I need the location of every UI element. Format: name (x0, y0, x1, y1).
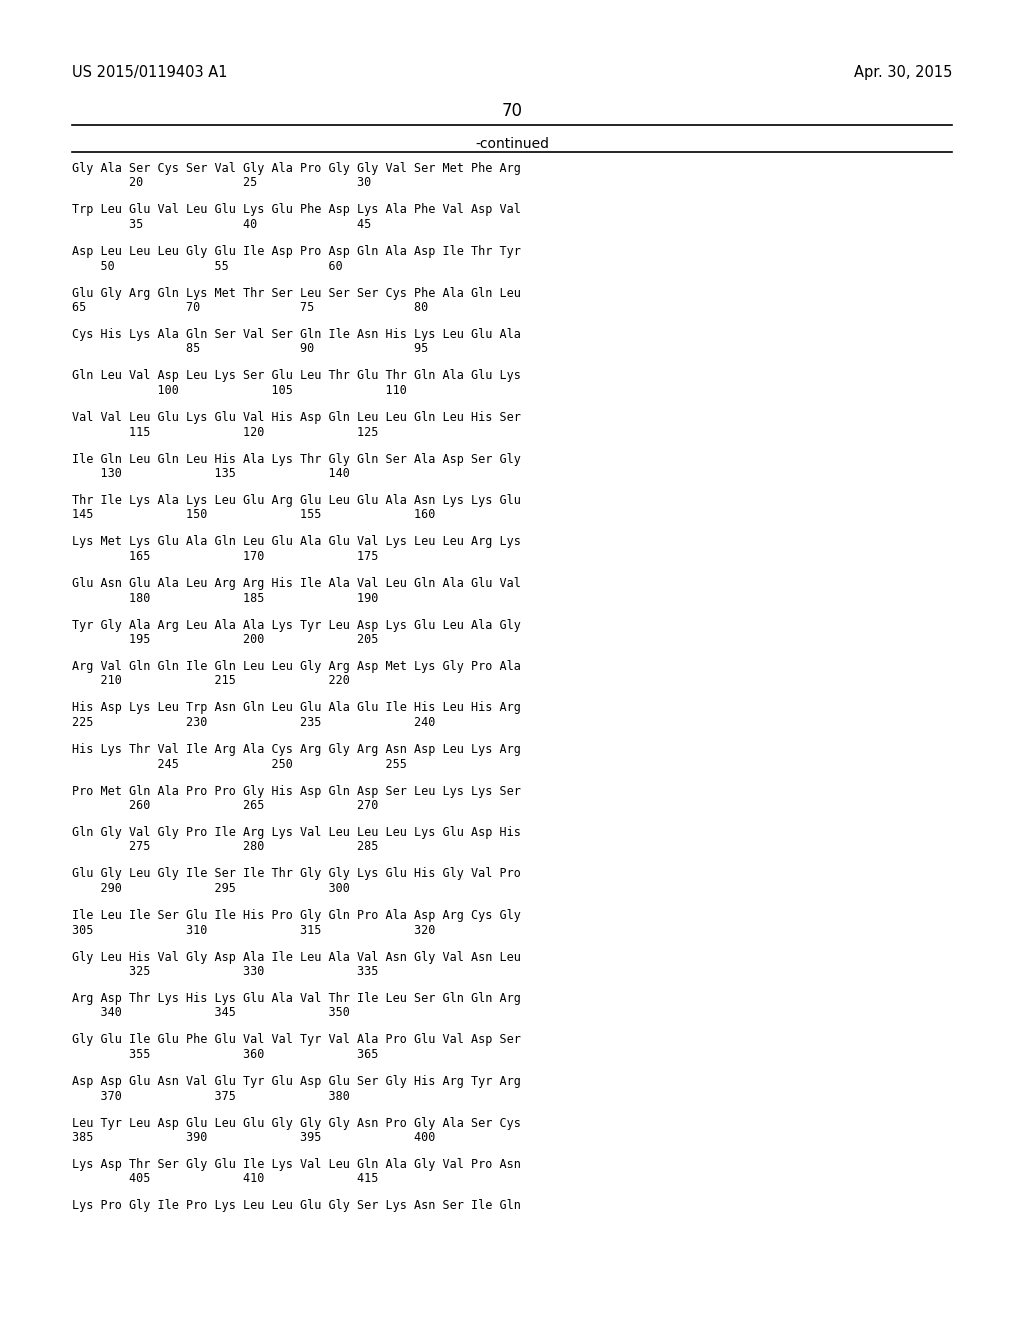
Text: 115             120             125: 115 120 125 (72, 425, 379, 438)
Text: Cys His Lys Ala Gln Ser Val Ser Gln Ile Asn His Lys Leu Glu Ala: Cys His Lys Ala Gln Ser Val Ser Gln Ile … (72, 327, 521, 341)
Text: 35              40              45: 35 40 45 (72, 218, 372, 231)
Text: His Lys Thr Val Ile Arg Ala Cys Arg Gly Arg Asn Asp Leu Lys Arg: His Lys Thr Val Ile Arg Ala Cys Arg Gly … (72, 743, 521, 756)
Text: Apr. 30, 2015: Apr. 30, 2015 (854, 65, 952, 81)
Text: Gln Leu Val Asp Leu Lys Ser Glu Leu Thr Glu Thr Gln Ala Glu Lys: Gln Leu Val Asp Leu Lys Ser Glu Leu Thr … (72, 370, 521, 383)
Text: 210             215             220: 210 215 220 (72, 675, 350, 688)
Text: 305             310             315             320: 305 310 315 320 (72, 924, 435, 936)
Text: Arg Asp Thr Lys His Lys Glu Ala Val Thr Ile Leu Ser Gln Gln Arg: Arg Asp Thr Lys His Lys Glu Ala Val Thr … (72, 993, 521, 1005)
Text: 275             280             285: 275 280 285 (72, 841, 379, 854)
Text: 405             410             415: 405 410 415 (72, 1172, 379, 1185)
Text: 225             230             235             240: 225 230 235 240 (72, 715, 435, 729)
Text: Ile Leu Ile Ser Glu Ile His Pro Gly Gln Pro Ala Asp Arg Cys Gly: Ile Leu Ile Ser Glu Ile His Pro Gly Gln … (72, 909, 521, 921)
Text: 325             330             335: 325 330 335 (72, 965, 379, 978)
Text: 85              90              95: 85 90 95 (72, 342, 428, 355)
Text: 130             135             140: 130 135 140 (72, 467, 350, 480)
Text: 65              70              75              80: 65 70 75 80 (72, 301, 428, 314)
Text: 290             295             300: 290 295 300 (72, 882, 350, 895)
Text: Lys Asp Thr Ser Gly Glu Ile Lys Val Leu Gln Ala Gly Val Pro Asn: Lys Asp Thr Ser Gly Glu Ile Lys Val Leu … (72, 1158, 521, 1171)
Text: Gln Gly Val Gly Pro Ile Arg Lys Val Leu Leu Leu Lys Glu Asp His: Gln Gly Val Gly Pro Ile Arg Lys Val Leu … (72, 826, 521, 840)
Text: 20              25              30: 20 25 30 (72, 177, 372, 190)
Text: Glu Gly Leu Gly Ile Ser Ile Thr Gly Gly Lys Glu His Gly Val Pro: Glu Gly Leu Gly Ile Ser Ile Thr Gly Gly … (72, 867, 521, 880)
Text: 245             250             255: 245 250 255 (72, 758, 407, 771)
Text: 195             200             205: 195 200 205 (72, 634, 379, 645)
Text: Leu Tyr Leu Asp Glu Leu Glu Gly Gly Gly Asn Pro Gly Ala Ser Cys: Leu Tyr Leu Asp Glu Leu Glu Gly Gly Gly … (72, 1117, 521, 1130)
Text: 385             390             395             400: 385 390 395 400 (72, 1131, 435, 1144)
Text: 70: 70 (502, 102, 522, 120)
Text: Asp Leu Leu Leu Gly Glu Ile Asp Pro Asp Gln Ala Asp Ile Thr Tyr: Asp Leu Leu Leu Gly Glu Ile Asp Pro Asp … (72, 246, 521, 257)
Text: 340             345             350: 340 345 350 (72, 1006, 350, 1019)
Text: Glu Gly Arg Gln Lys Met Thr Ser Leu Ser Ser Cys Phe Ala Gln Leu: Glu Gly Arg Gln Lys Met Thr Ser Leu Ser … (72, 286, 521, 300)
Text: His Asp Lys Leu Trp Asn Gln Leu Glu Ala Glu Ile His Leu His Arg: His Asp Lys Leu Trp Asn Gln Leu Glu Ala … (72, 701, 521, 714)
Text: 370             375             380: 370 375 380 (72, 1089, 350, 1102)
Text: 50              55              60: 50 55 60 (72, 260, 343, 272)
Text: Val Val Leu Glu Lys Glu Val His Asp Gln Leu Leu Gln Leu His Ser: Val Val Leu Glu Lys Glu Val His Asp Gln … (72, 411, 521, 424)
Text: Tyr Gly Ala Arg Leu Ala Ala Lys Tyr Leu Asp Lys Glu Leu Ala Gly: Tyr Gly Ala Arg Leu Ala Ala Lys Tyr Leu … (72, 619, 521, 631)
Text: Asp Asp Glu Asn Val Glu Tyr Glu Asp Glu Ser Gly His Arg Tyr Arg: Asp Asp Glu Asn Val Glu Tyr Glu Asp Glu … (72, 1074, 521, 1088)
Text: -continued: -continued (475, 137, 549, 150)
Text: 165             170             175: 165 170 175 (72, 550, 379, 564)
Text: Glu Asn Glu Ala Leu Arg Arg His Ile Ala Val Leu Gln Ala Glu Val: Glu Asn Glu Ala Leu Arg Arg His Ile Ala … (72, 577, 521, 590)
Text: Gly Leu His Val Gly Asp Ala Ile Leu Ala Val Asn Gly Val Asn Leu: Gly Leu His Val Gly Asp Ala Ile Leu Ala … (72, 950, 521, 964)
Text: Ile Gln Leu Gln Leu His Ala Lys Thr Gly Gln Ser Ala Asp Ser Gly: Ile Gln Leu Gln Leu His Ala Lys Thr Gly … (72, 453, 521, 466)
Text: Lys Pro Gly Ile Pro Lys Leu Leu Glu Gly Ser Lys Asn Ser Ile Gln: Lys Pro Gly Ile Pro Lys Leu Leu Glu Gly … (72, 1200, 521, 1213)
Text: Trp Leu Glu Val Leu Glu Lys Glu Phe Asp Lys Ala Phe Val Asp Val: Trp Leu Glu Val Leu Glu Lys Glu Phe Asp … (72, 203, 521, 216)
Text: Thr Ile Lys Ala Lys Leu Glu Arg Glu Leu Glu Ala Asn Lys Lys Glu: Thr Ile Lys Ala Lys Leu Glu Arg Glu Leu … (72, 494, 521, 507)
Text: 100             105             110: 100 105 110 (72, 384, 407, 397)
Text: Gly Ala Ser Cys Ser Val Gly Ala Pro Gly Gly Val Ser Met Phe Arg: Gly Ala Ser Cys Ser Val Gly Ala Pro Gly … (72, 162, 521, 176)
Text: 355             360             365: 355 360 365 (72, 1048, 379, 1061)
Text: 180             185             190: 180 185 190 (72, 591, 379, 605)
Text: 145             150             155             160: 145 150 155 160 (72, 508, 435, 521)
Text: 260             265             270: 260 265 270 (72, 799, 379, 812)
Text: Gly Glu Ile Glu Phe Glu Val Val Tyr Val Ala Pro Glu Val Asp Ser: Gly Glu Ile Glu Phe Glu Val Val Tyr Val … (72, 1034, 521, 1047)
Text: Pro Met Gln Ala Pro Pro Gly His Asp Gln Asp Ser Leu Lys Lys Ser: Pro Met Gln Ala Pro Pro Gly His Asp Gln … (72, 784, 521, 797)
Text: Lys Met Lys Glu Ala Gln Leu Glu Ala Glu Val Lys Leu Leu Arg Lys: Lys Met Lys Glu Ala Gln Leu Glu Ala Glu … (72, 536, 521, 549)
Text: Arg Val Gln Gln Ile Gln Leu Leu Gly Arg Asp Met Lys Gly Pro Ala: Arg Val Gln Gln Ile Gln Leu Leu Gly Arg … (72, 660, 521, 673)
Text: US 2015/0119403 A1: US 2015/0119403 A1 (72, 65, 227, 81)
